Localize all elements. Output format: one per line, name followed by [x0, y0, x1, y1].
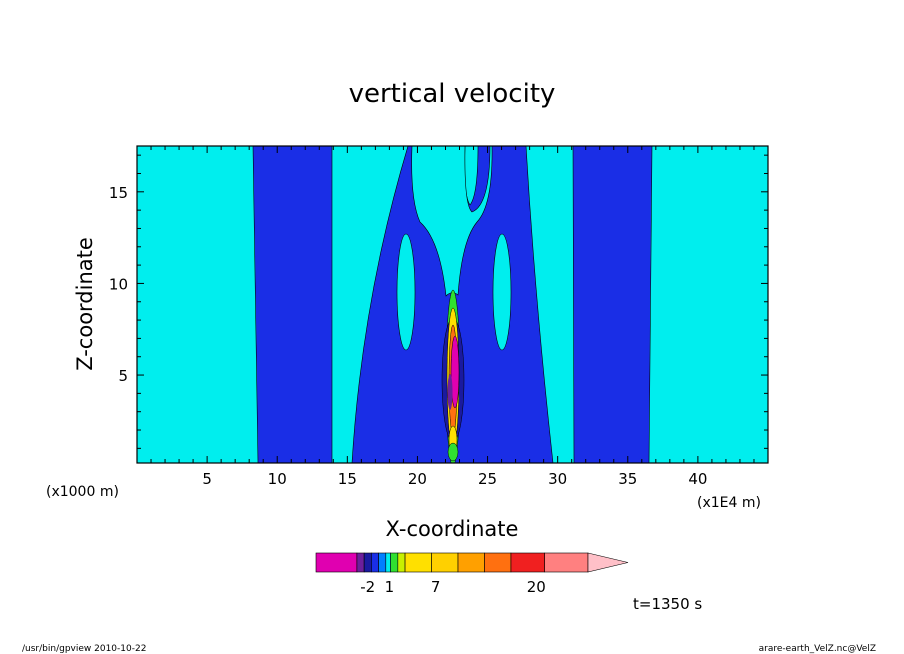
cyan-lobe-left	[396, 233, 416, 351]
colorbar-segment	[356, 552, 365, 573]
colorbar-segment	[431, 552, 459, 573]
colorbar-tick-labels: -2 1 7 20	[360, 578, 546, 596]
chart-title: vertical velocity	[349, 79, 556, 109]
x-axis-unit-right: (x1E4 m)	[697, 495, 761, 511]
colorbar-segment	[378, 552, 387, 573]
colorbar-segment	[404, 552, 432, 573]
colorbar-extend-arrow	[587, 552, 629, 573]
colorbar-segment	[363, 552, 372, 573]
y-tick-label: 15	[109, 184, 128, 202]
y-tick-label: 10	[109, 275, 128, 293]
updraft-core	[441, 289, 465, 463]
x-tick-label: 20	[408, 470, 427, 488]
footer-left: /usr/bin/gpview 2010-10-22	[22, 644, 146, 654]
colorbar-segment	[484, 552, 512, 573]
colorbar-tick-label: 7	[431, 578, 441, 596]
colorbar-tick-label: -2	[360, 578, 375, 596]
colorbar-tick-label: 20	[527, 578, 546, 596]
colorbar-segment	[397, 552, 406, 573]
colorbar-segment	[315, 552, 358, 573]
x-axis-unit-left: (x1000 m)	[46, 484, 119, 500]
downdraft-band-right	[572, 146, 653, 463]
x-tick-label: 15	[338, 470, 357, 488]
x-tick-label: 30	[548, 470, 567, 488]
colorbar-tick-label: 1	[385, 578, 395, 596]
colorbar-segment	[544, 552, 589, 573]
colorbar-segment	[457, 552, 485, 573]
x-tick-label: 25	[478, 470, 497, 488]
time-label: t=1350 s	[633, 595, 702, 613]
colorbar-segment	[390, 552, 399, 573]
x-tick-label: 40	[688, 470, 707, 488]
x-tick-label: 10	[268, 470, 287, 488]
downdraft-band-left	[252, 146, 333, 463]
y-tick-labels: 5 10 15	[109, 184, 128, 385]
colorbar	[315, 552, 629, 573]
y-tick-label: 5	[118, 367, 128, 385]
colorbar-segment	[371, 552, 379, 573]
y-axis-label: Z-coordinate	[73, 237, 97, 371]
x-tick-labels: 5 10 15 20 25 30 35 40	[202, 470, 707, 488]
plot-frame	[136, 145, 769, 464]
x-tick-label: 5	[202, 470, 212, 488]
footer-right: arare-earth_VelZ.nc@VelZ	[759, 644, 876, 654]
x-axis-label: X-coordinate	[386, 517, 519, 541]
x-tick-label: 35	[618, 470, 637, 488]
colorbar-segment	[510, 552, 545, 573]
cyan-lobe-right	[492, 233, 512, 351]
contour-field	[137, 146, 768, 463]
cyan-tongue	[411, 146, 493, 297]
colorbar-segment	[385, 552, 391, 573]
